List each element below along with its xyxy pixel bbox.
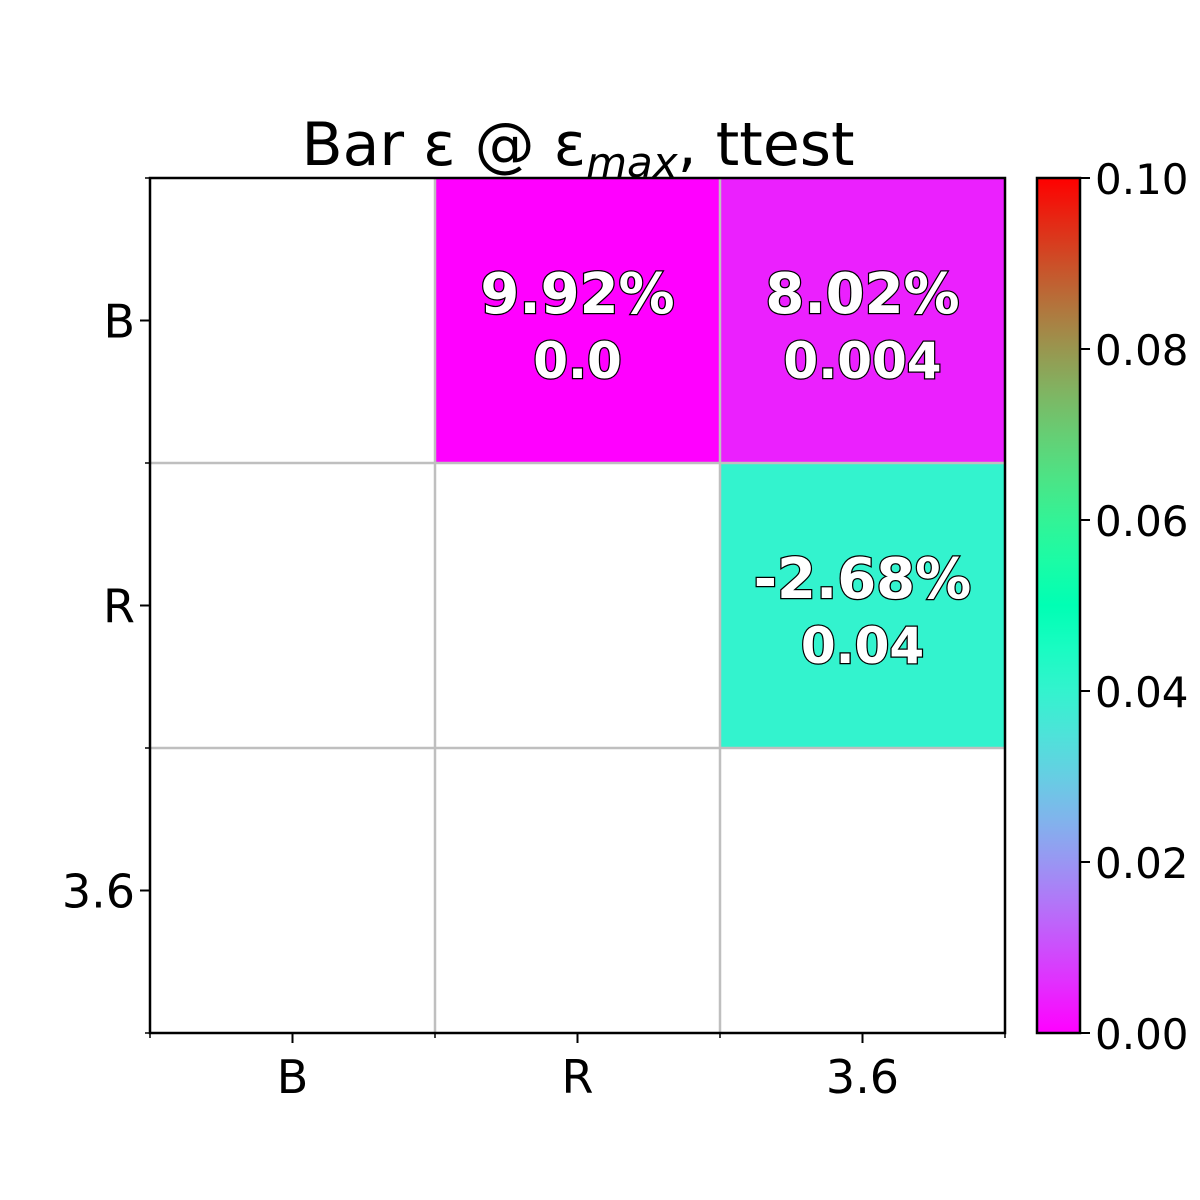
x-tick-label: R	[562, 1050, 594, 1104]
cell-label-percent: 9.92%	[480, 262, 674, 327]
cell-label-pvalue: 0.004	[783, 332, 941, 390]
cell-label-percent: 8.02%	[765, 262, 959, 327]
plot-area: 9.92%0.0 8.02%0.004 -2.68%0.04 B R 3.6 B R 3.6	[62, 176, 1007, 1104]
x-tick-label: 3.6	[826, 1050, 899, 1104]
colorbar-tick-label: 0.02	[1095, 839, 1189, 888]
y-tick-label: 3.6	[62, 865, 135, 919]
colorbar-tick-label: 0.00	[1095, 1010, 1189, 1059]
colorbar-tick-label: 0.10	[1095, 155, 1189, 204]
colorbar-tick-label: 0.08	[1095, 326, 1189, 375]
colorbar-tick-label: 0.04	[1095, 668, 1189, 717]
x-tick-label: B	[277, 1050, 309, 1104]
colorbar-tick-label: 0.06	[1095, 497, 1189, 546]
y-tick-label: R	[103, 580, 135, 634]
title-suffix: , ttest	[678, 110, 855, 180]
y-tick-label: B	[103, 295, 135, 349]
heatmap-cell	[720, 178, 1005, 463]
title-main: Bar ε @ ε	[301, 110, 586, 180]
colorbar: 0.00 0.02 0.04 0.06 0.08 0.10	[1035, 155, 1189, 1059]
chart-title: Bar ε @ εmax, ttest	[301, 110, 854, 187]
heatmap-cell	[435, 178, 720, 463]
heatmap-cell	[720, 463, 1005, 748]
colorbar-fill	[1037, 178, 1080, 1033]
colorbar-frame	[1035, 176, 1082, 1035]
cell-label-percent: -2.68%	[754, 547, 972, 612]
cell-label-pvalue: 0.04	[801, 617, 924, 675]
cell-label-pvalue: 0.0	[533, 332, 622, 390]
